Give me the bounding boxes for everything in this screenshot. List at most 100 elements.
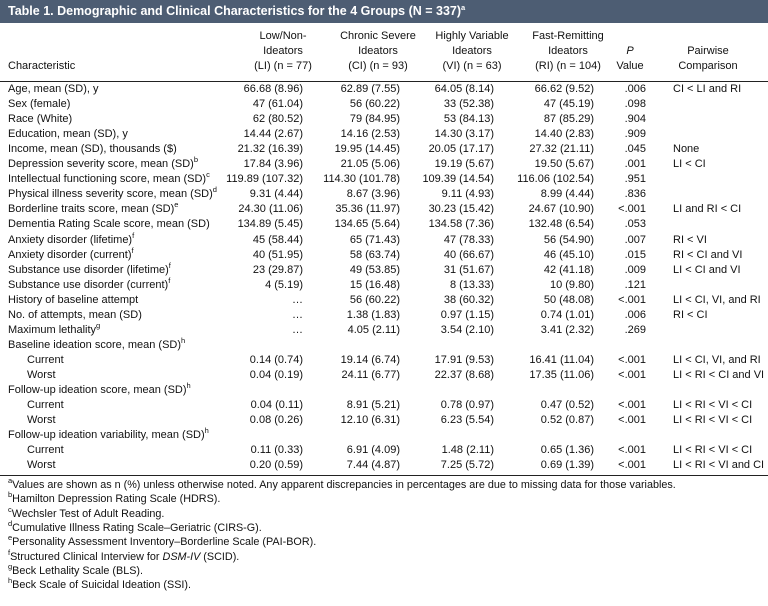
title-footnote-mark: a <box>461 3 466 12</box>
cell: <.001 <box>618 414 646 427</box>
row-label: Physical illness severity score, mean (S… <box>8 185 217 202</box>
column-header: Ideators <box>358 45 398 57</box>
row-label: Age, mean (SD), y <box>8 82 98 97</box>
cell: 0.78 (0.97) <box>440 399 494 412</box>
cell: 27.32 (21.11) <box>529 143 594 156</box>
cell: LI < RI < VI < CI <box>673 399 753 412</box>
cell: 0.14 (0.74) <box>249 353 303 366</box>
cell: .053 <box>624 218 646 231</box>
row-label: Income, mean (SD), thousands ($) <box>8 142 177 157</box>
row-label: Current <box>27 398 64 413</box>
cell: 19.14 (6.74) <box>340 353 400 366</box>
cell: .121 <box>624 278 646 291</box>
cell: LI < CI, VI, and RI <box>673 293 761 306</box>
cell: 0.20 (0.59) <box>249 459 303 472</box>
row-label-text: Depression severity score, mean (SD) <box>8 158 194 171</box>
footnote-mark: h <box>186 381 191 390</box>
cell: RI < CI and VI <box>673 248 743 261</box>
cell: 8.91 (5.21) <box>346 399 400 412</box>
row-label-text: Substance use disorder (current) <box>8 278 169 291</box>
row-label: Maximum lethalityg <box>8 320 101 338</box>
footnote-mark: d <box>212 185 217 195</box>
cell: .006 <box>624 308 646 321</box>
cell: 16.41 (11.04) <box>529 353 594 366</box>
cell: 12.10 (6.31) <box>340 414 400 427</box>
cell: 53 (84.13) <box>443 113 494 126</box>
cell: 23 (29.87) <box>252 263 303 276</box>
cell: 17.84 (3.96) <box>243 158 303 171</box>
cell: 19.19 (5.67) <box>434 158 494 171</box>
cell: 14.30 (3.17) <box>434 128 494 141</box>
footnote-mark: h <box>181 335 186 345</box>
header-rule <box>0 81 768 82</box>
cell: 38 (60.32) <box>443 293 494 306</box>
cell: 21.32 (16.39) <box>237 143 303 156</box>
row-label-text: Sex (female) <box>8 98 71 111</box>
cell: .006 <box>624 83 646 95</box>
cell: 0.65 (1.36) <box>540 444 594 457</box>
cell: 134.65 (5.64) <box>334 218 400 231</box>
row-label: Race (White) <box>8 112 72 127</box>
row-label: Sex (female) <box>8 97 70 112</box>
row-label: Worst <box>27 368 56 383</box>
column-header: Highly Variable <box>435 30 509 42</box>
cell: LI < CI, VI, and RI <box>673 353 761 366</box>
cell: 62.89 (7.55) <box>340 83 400 95</box>
cell: 56 (60.22) <box>349 98 400 111</box>
row-label-text: Anxiety disorder (lifetime) <box>8 233 133 246</box>
row-label-text: Maximum lethality <box>8 323 97 336</box>
column-header: Fast-Remitting <box>532 30 604 42</box>
cell: <.001 <box>618 459 646 472</box>
cell: 8 (13.33) <box>449 278 494 291</box>
cell: 0.47 (0.52) <box>540 399 594 412</box>
row-label: Dementia Rating Scale score, mean (SD) <box>8 217 210 232</box>
cell: 30.23 (15.42) <box>428 203 494 216</box>
cell: 7.44 (4.87) <box>346 459 400 472</box>
cell: 8.99 (4.44) <box>540 188 594 201</box>
footnote-mark: h <box>204 426 209 436</box>
footnote: hBeck Scale of Suicidal Ideation (SSI). <box>8 577 191 592</box>
cell: 0.69 (1.39) <box>540 459 594 472</box>
title-bar: Table 1. Demographic and Clinical Charac… <box>0 0 768 23</box>
cell: <.001 <box>618 293 646 306</box>
cell: 0.04 (0.19) <box>249 368 303 381</box>
cell: CI < LI and RI <box>673 83 742 95</box>
cell: 0.04 (0.11) <box>250 399 303 412</box>
cell: <.001 <box>618 444 646 457</box>
cell: LI < CI and VI <box>673 263 741 276</box>
cell: .015 <box>624 248 646 261</box>
cell: 33 (52.38) <box>443 98 494 111</box>
cell: 14.44 (2.67) <box>243 128 303 141</box>
cell: 87 (85.29) <box>543 113 594 126</box>
cell: 1.38 (1.83) <box>346 308 400 321</box>
cell: .098 <box>624 98 646 111</box>
column-header: Ideators <box>452 45 492 57</box>
cell: 4 (5.19) <box>265 278 303 291</box>
cell: .009 <box>624 263 646 276</box>
cell: LI < RI < VI and CI <box>673 459 765 472</box>
cell: 6.23 (5.54) <box>440 414 494 427</box>
footnote: gBeck Lethality Scale (BLS). <box>8 563 143 578</box>
cell: 58 (63.74) <box>349 248 400 261</box>
cell: LI < RI < CI and VI <box>673 368 765 381</box>
cell: <.001 <box>618 399 646 412</box>
row-label-text: Education, mean (SD), y <box>8 128 128 141</box>
column-header: Comparison <box>678 60 738 72</box>
column-header: (LI) (n = 77) <box>254 60 312 72</box>
cell: 14.40 (2.83) <box>534 128 594 141</box>
cell: 66.68 (8.96) <box>243 83 303 95</box>
cell: … <box>292 323 303 336</box>
row-label-text: Substance use disorder (lifetime) <box>8 263 169 276</box>
cell: 56 (60.22) <box>349 293 400 306</box>
cell: 3.41 (2.32) <box>540 323 594 336</box>
footnote-mark: g <box>96 320 101 330</box>
column-header: (RI) (n = 104) <box>535 60 601 72</box>
row-label-text: Worst <box>27 368 56 381</box>
cell: 19.50 (5.67) <box>534 158 594 171</box>
row-label-text: Worst <box>27 459 56 472</box>
cell: 31 (51.67) <box>443 263 494 276</box>
footnote: bHamilton Depression Rating Scale (HDRS)… <box>8 491 220 506</box>
cell: 56 (54.90) <box>543 233 594 246</box>
footnote-mark: f <box>168 260 171 270</box>
cell: 40 (66.67) <box>443 248 494 261</box>
